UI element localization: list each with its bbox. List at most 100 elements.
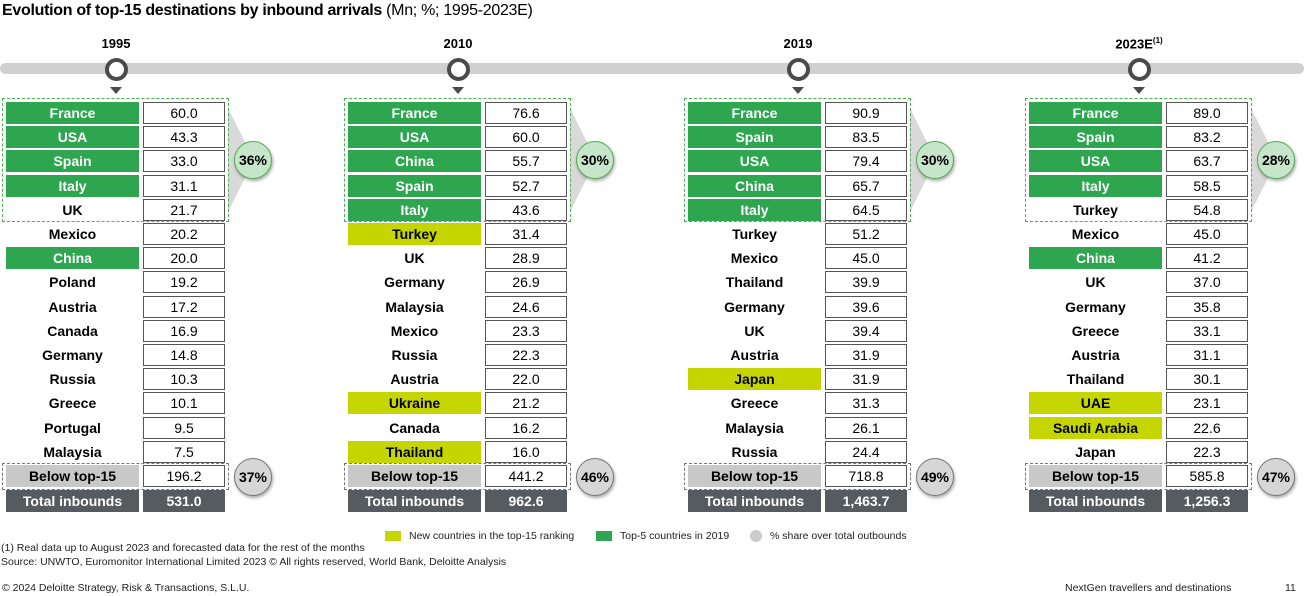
year-footnote: (1) [1152, 36, 1163, 45]
below-box [684, 463, 911, 490]
title-subtitle: (Mn; %; 1995-2023E) [386, 2, 533, 19]
country-name: UK [1085, 274, 1106, 291]
year-text: 1995 [101, 36, 131, 51]
country-name: Mexico [48, 226, 97, 242]
top5-share-badge: 30% [576, 141, 614, 179]
below-top15-row: Below top-15 718.8 [688, 465, 908, 487]
total-row: Total inbounds 1,256.3 [1029, 490, 1249, 512]
arrivals-value: 31.3 [825, 392, 907, 415]
below-share-badge: 47% [1257, 458, 1295, 496]
country-name: Saudi Arabia [1029, 416, 1162, 439]
period-1995: 1995 France 60.0 USA 43.3 Spain 33.0 Italy 31.1 U… [0, 0, 300, 520]
country-name: Spain [688, 126, 821, 149]
below-share-badge: 37% [234, 458, 272, 496]
table-row: Malaysia 7.5 [6, 440, 226, 463]
arrivals-value: 7.5 [143, 440, 225, 463]
table-row: Spain 52.7 [348, 174, 568, 197]
country-name: Spain [348, 174, 481, 197]
table-row: Mexico 23.3 [348, 319, 568, 342]
country-name: Thailand [725, 274, 784, 291]
arrivals-value: 31.4 [485, 223, 567, 245]
table-row: Ukraine 21.2 [348, 392, 568, 415]
table-row: Germany 26.9 [348, 271, 568, 294]
arrivals-value: 26.9 [485, 271, 567, 294]
country-name: Mexico [1071, 226, 1120, 242]
country-name: Austria [390, 371, 439, 388]
country-name: China [688, 174, 821, 197]
country-name: Malaysia [43, 443, 102, 460]
copyright: © 2024 Deloitte Strategy, Risk & Transac… [2, 582, 250, 594]
below-value: 718.8 [825, 465, 907, 487]
table-row: Russia 22.3 [348, 344, 568, 366]
below-top15-row: Below top-15 585.8 [1029, 465, 1249, 487]
year-label: 2010 [428, 36, 488, 51]
arrivals-value: 43.3 [143, 126, 225, 149]
below-value: 196.2 [143, 465, 225, 487]
top5-box [2, 98, 229, 222]
country-name: Russia [731, 443, 778, 460]
table-row: France 90.9 [688, 102, 908, 124]
table-row: USA 60.0 [348, 126, 568, 149]
below-share-badge: 46% [576, 458, 614, 496]
country-name: France [1029, 102, 1162, 124]
country-name: UK [744, 322, 765, 339]
table-row: Austria 22.0 [348, 368, 568, 391]
table-row: Italy 31.1 [6, 174, 226, 197]
table-row: Italy 64.5 [688, 198, 908, 221]
arrivals-value: 65.7 [825, 174, 907, 197]
down-arrow-icon [452, 87, 464, 94]
period-2023E: 2023E(1) France 89.0 Spain 83.2 USA 63.7 Italy 5… [1023, 0, 1304, 520]
arrivals-value: 90.9 [825, 102, 907, 124]
legend-top5-swatch [596, 531, 612, 542]
country-name: France [6, 102, 139, 124]
legend-top5-label: Top-5 countries in 2019 [620, 530, 730, 542]
timeline-marker-icon [787, 58, 810, 81]
arrivals-value: 22.3 [485, 344, 567, 366]
legend-share: % share over total outbounds [750, 530, 907, 543]
arrivals-value: 33.1 [1166, 319, 1248, 342]
section-name: NextGen travellers and destinations [1065, 582, 1232, 594]
arrivals-value: 24.4 [825, 440, 907, 463]
table-row: Austria 31.9 [688, 344, 908, 366]
total-label: Total inbounds [6, 490, 139, 512]
arrivals-value: 52.7 [485, 174, 567, 197]
arrivals-value: 55.7 [485, 150, 567, 173]
table-row: Germany 14.8 [6, 344, 226, 366]
table-row: UK 21.7 [6, 198, 226, 221]
arrivals-value: 33.0 [143, 150, 225, 173]
table-row: France 89.0 [1029, 102, 1249, 124]
below-value: 441.2 [485, 465, 567, 487]
below-box [2, 463, 229, 490]
country-name: Malaysia [385, 298, 444, 315]
arrivals-value: 26.1 [825, 416, 907, 439]
year-text: 2023E [1115, 36, 1153, 52]
arrivals-value: 37.0 [1166, 271, 1248, 294]
arrivals-value: 35.8 [1166, 295, 1248, 318]
table-row: Malaysia 24.6 [348, 295, 568, 318]
country-name: France [348, 102, 481, 124]
arrivals-value: 54.8 [1166, 198, 1248, 221]
arrivals-value: 21.2 [485, 392, 567, 415]
arrivals-value: 79.4 [825, 150, 907, 173]
table-row: Greece 33.1 [1029, 319, 1249, 342]
arrivals-value: 76.6 [485, 102, 567, 124]
table-row: Japan 22.3 [1029, 440, 1249, 463]
year-text: 2010 [443, 36, 473, 51]
country-name: Spain [1029, 126, 1162, 149]
arrivals-value: 16.9 [143, 319, 225, 342]
country-name: Russia [49, 371, 96, 388]
year-label: 2023E(1) [1109, 36, 1169, 51]
country-name: Greece [730, 395, 779, 412]
country-name: Germany [384, 274, 445, 291]
table-row: UK 37.0 [1029, 271, 1249, 294]
table-row: Italy 58.5 [1029, 174, 1249, 197]
arrivals-value: 16.2 [485, 416, 567, 439]
total-value: 531.0 [143, 490, 225, 512]
arrivals-value: 14.8 [143, 344, 225, 366]
arrivals-value: 60.0 [143, 102, 225, 124]
legend-share-swatch [750, 530, 762, 543]
total-value: 1,463.7 [825, 490, 907, 512]
country-name: France [688, 102, 821, 124]
arrivals-value: 22.0 [485, 368, 567, 391]
arrivals-value: 22.3 [1166, 440, 1248, 463]
